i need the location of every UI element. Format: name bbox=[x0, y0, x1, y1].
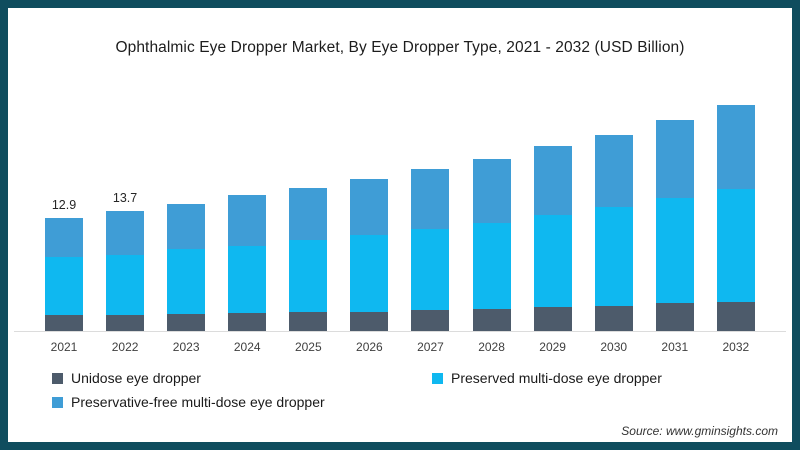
bar-segment bbox=[167, 314, 206, 331]
legend: Unidose eye dropper Preserved multi-dose … bbox=[8, 370, 792, 410]
bar-segment bbox=[716, 302, 755, 331]
bar bbox=[411, 169, 450, 331]
bar-segment bbox=[594, 305, 633, 331]
bar-group bbox=[472, 139, 511, 331]
legend-label: Preservative-free multi-dose eye dropper bbox=[71, 394, 325, 410]
bar bbox=[45, 217, 83, 331]
bar-segment bbox=[228, 312, 267, 331]
bar bbox=[594, 134, 633, 331]
x-axis-line bbox=[14, 331, 786, 332]
bar-group bbox=[350, 159, 389, 331]
x-axis-tick-label: 2027 bbox=[417, 340, 444, 354]
legend-label: Unidose eye dropper bbox=[71, 370, 201, 386]
bar-segment bbox=[350, 235, 389, 312]
bar bbox=[167, 204, 206, 331]
x-axis-tick-label: 2024 bbox=[233, 340, 261, 354]
stacked-bar-chart: 12.9 13.7 2021 2022 2023 2024 2025 2026 2027 202… bbox=[8, 95, 792, 354]
bar-group: 12.9 bbox=[45, 198, 83, 331]
bar-segment bbox=[167, 249, 206, 315]
bar-segment bbox=[228, 245, 267, 313]
x-axis-tick-label: 2023 bbox=[172, 340, 200, 354]
bar-segment bbox=[106, 255, 145, 316]
legend-swatch-icon bbox=[432, 372, 443, 384]
bar-segment bbox=[45, 217, 83, 258]
bar-segment bbox=[289, 311, 328, 331]
bars: 12.9 13.7 bbox=[10, 95, 790, 331]
bar bbox=[533, 146, 572, 331]
bar-group bbox=[716, 85, 755, 331]
x-axis-tick-label: 2021 bbox=[50, 340, 78, 354]
bar-segment bbox=[350, 311, 389, 331]
legend-item: Unidose eye dropper bbox=[52, 370, 432, 386]
x-axis-tick-label: 2029 bbox=[539, 340, 566, 354]
bar bbox=[472, 158, 511, 331]
bar-segment bbox=[45, 315, 83, 331]
bar-segment bbox=[411, 169, 450, 229]
chart-title: Ophthalmic Eye Dropper Market, By Eye Dr… bbox=[115, 39, 685, 56]
bar-segment bbox=[411, 228, 450, 310]
x-axis-tick-label: 2026 bbox=[356, 340, 383, 354]
bar-segment bbox=[655, 198, 694, 303]
legend-swatch-icon bbox=[52, 372, 63, 384]
bar-segment bbox=[533, 307, 572, 331]
bar-group: 13.7 bbox=[106, 190, 145, 331]
bar-segment bbox=[167, 204, 206, 250]
bar-segment bbox=[533, 214, 572, 308]
bar-group bbox=[594, 115, 633, 331]
bar-segment bbox=[655, 119, 694, 199]
bar bbox=[228, 195, 267, 331]
bar-group bbox=[289, 168, 328, 331]
x-axis-tick-label: 2030 bbox=[600, 340, 628, 354]
bar-segment bbox=[350, 178, 389, 236]
bar-segment bbox=[472, 222, 511, 309]
bar-segment bbox=[45, 257, 83, 316]
bar-segment bbox=[106, 210, 145, 256]
legend-swatch-icon bbox=[52, 396, 63, 408]
bar bbox=[716, 104, 755, 331]
bar bbox=[655, 119, 694, 331]
bar bbox=[289, 188, 328, 331]
x-axis-tick-label: 2022 bbox=[111, 340, 139, 354]
source-attribution: Source: www.gminsights.com bbox=[621, 424, 778, 438]
bar-segment bbox=[106, 315, 145, 331]
bar-segment bbox=[289, 240, 328, 312]
bar-segment bbox=[655, 302, 694, 331]
x-axis-tick-label: 2032 bbox=[722, 340, 750, 354]
legend-item: Preservative-free multi-dose eye dropper bbox=[52, 394, 432, 410]
bar-segment bbox=[289, 188, 328, 241]
bar-segment bbox=[411, 309, 450, 331]
bar-segment bbox=[472, 309, 511, 331]
bar-segment bbox=[594, 134, 633, 207]
bar bbox=[106, 210, 145, 331]
bar-segment bbox=[716, 104, 755, 190]
bar-segment bbox=[716, 189, 755, 302]
bar-group bbox=[167, 184, 206, 331]
legend-item: Preserved multi-dose eye dropper bbox=[432, 370, 792, 386]
bar-segment bbox=[472, 158, 511, 223]
bar-segment bbox=[228, 195, 267, 246]
bar-group bbox=[411, 149, 450, 331]
x-axis-labels: 2021 2022 2023 2024 2025 2026 2027 2028 2029 2030… bbox=[10, 340, 790, 354]
bar bbox=[350, 178, 389, 331]
x-axis-tick-label: 2031 bbox=[661, 340, 689, 354]
bar-group bbox=[228, 175, 267, 331]
x-axis-tick-label: 2025 bbox=[294, 340, 322, 354]
legend-label: Preserved multi-dose eye dropper bbox=[451, 370, 662, 386]
x-axis-tick-label: 2028 bbox=[478, 340, 505, 354]
bar-group bbox=[655, 100, 694, 331]
bar-value-label: 12.9 bbox=[51, 197, 77, 212]
bar-group bbox=[533, 126, 572, 331]
bar-value-label: 13.7 bbox=[112, 190, 138, 205]
bar-segment bbox=[533, 146, 572, 215]
bar-segment bbox=[594, 206, 633, 306]
